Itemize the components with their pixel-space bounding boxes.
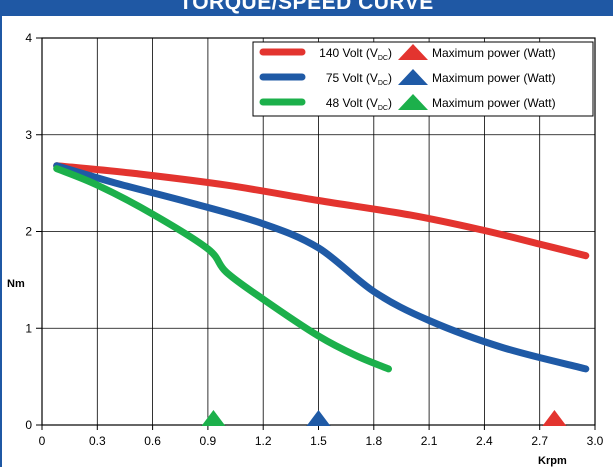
y-tick-label: 2 [25, 225, 32, 239]
series-line-48v [53, 165, 392, 373]
max-power-marker-75v [306, 410, 331, 426]
legend-label-140v: 140 Volt (VDC) [319, 46, 392, 62]
x-tick-label: 1.2 [255, 434, 272, 448]
x-axis-label: Krpm [538, 455, 567, 467]
x-tick-label: 0 [39, 434, 46, 448]
chart-title: TORQUE/SPEED CURVE [179, 0, 434, 14]
y-tick-label: 1 [25, 321, 32, 335]
x-tick-label: 3.0 [587, 434, 604, 448]
legend-marker-140v [398, 44, 428, 60]
x-tick-label: 1.8 [365, 434, 382, 448]
legend-marker-48v [398, 94, 428, 110]
legend-marker-75v [398, 69, 428, 85]
y-tick-label: 3 [25, 128, 32, 142]
legend-marker-label-48v: Maximum power (Watt) [432, 96, 556, 110]
legend-marker-label-140v: Maximum power (Watt) [432, 46, 556, 60]
series-line-75v [53, 162, 590, 373]
y-tick-label: 0 [25, 418, 32, 432]
x-tick-label: 0.3 [89, 434, 106, 448]
max-power-marker-140v [542, 410, 567, 426]
legend-label-75v: 75 Volt (VDC) [326, 71, 392, 87]
x-tick-label: 2.1 [421, 434, 438, 448]
x-tick-label: 2.4 [476, 434, 493, 448]
x-tick-label: 0.9 [200, 434, 217, 448]
y-axis-label: Nm [7, 278, 25, 290]
legend-label-48v: 48 Volt (VDC) [326, 96, 392, 112]
title-bar: TORQUE/SPEED CURVE [0, 0, 613, 16]
x-tick-label: 2.7 [531, 434, 548, 448]
legend-marker-label-75v: Maximum power (Watt) [432, 71, 556, 85]
legend-box [252, 41, 594, 117]
x-tick-label: 0.6 [144, 434, 161, 448]
max-power-marker-48v [201, 410, 226, 426]
x-tick-label: 1.5 [310, 434, 327, 448]
series-line-140v [53, 162, 590, 260]
y-tick-label: 4 [25, 31, 32, 45]
